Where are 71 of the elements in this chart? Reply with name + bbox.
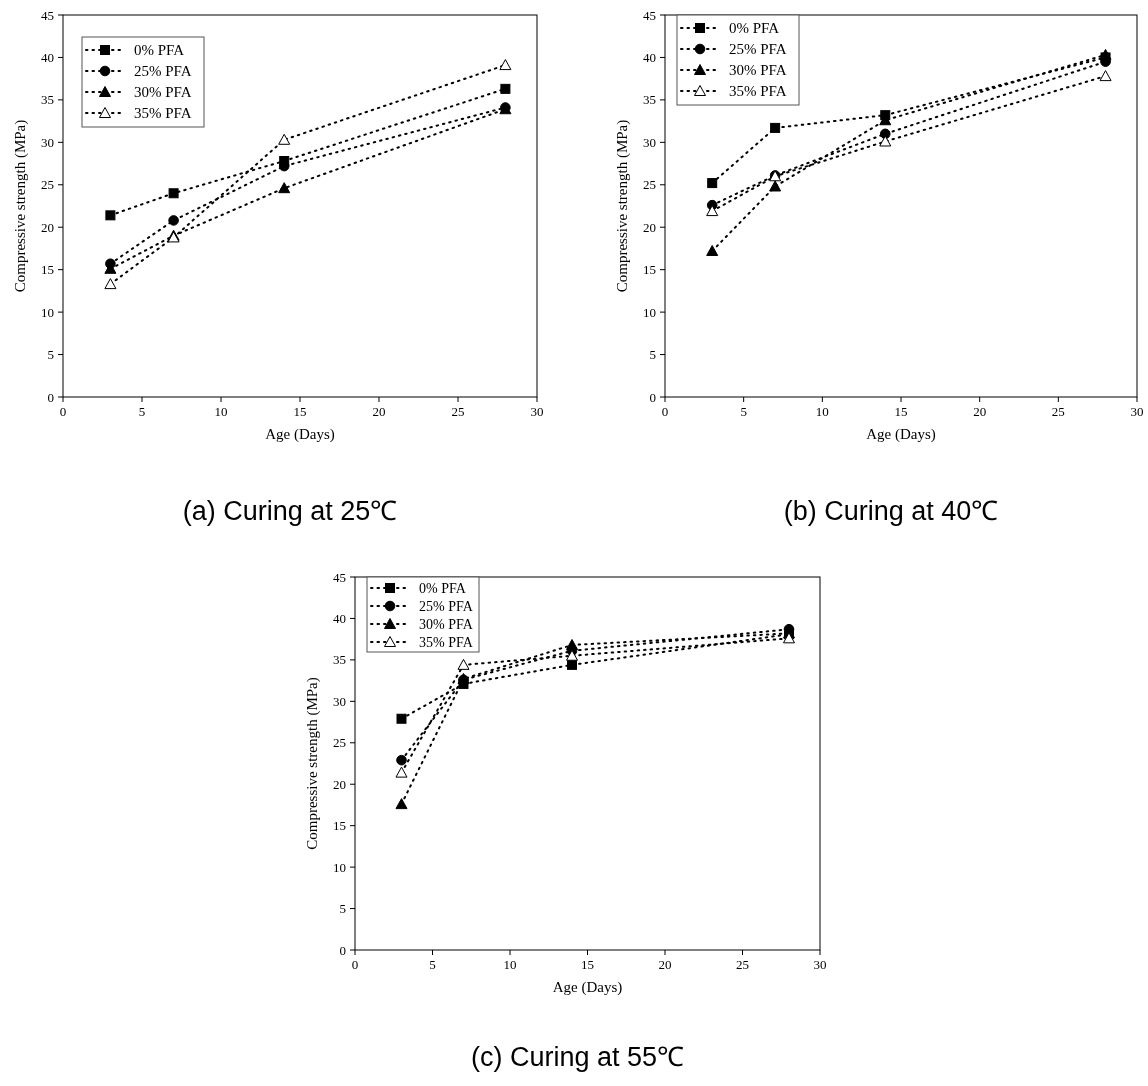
legend-label: 0% PFA: [419, 581, 467, 596]
x-axis-title: Age (Days): [866, 426, 936, 443]
y-tick-label: 30: [41, 134, 54, 150]
y-tick-label: 30: [643, 134, 656, 150]
y-tick-label: 10: [333, 859, 346, 875]
legend-label: 35% PFA: [134, 105, 192, 121]
x-tick-label: 25: [1051, 404, 1065, 419]
x-tick-label: 20: [973, 404, 987, 419]
y-tick-label: 25: [643, 177, 656, 193]
legend-label: 30% PFA: [729, 62, 787, 78]
legend-label: 35% PFA: [729, 83, 787, 99]
x-tick-label: 25: [451, 404, 465, 419]
y-tick-label: 15: [643, 262, 656, 278]
x-tick-label: 30: [1130, 404, 1144, 419]
y-tick-label: 20: [643, 219, 656, 235]
text: (b) Curing at 40℃: [783, 496, 999, 526]
x-tick-label: 10: [815, 404, 829, 419]
x-tick-label: 25: [736, 957, 749, 972]
y-tick-label: 5: [649, 347, 656, 363]
x-tick-label: 0: [351, 957, 359, 972]
legend-label: 25% PFA: [419, 599, 474, 614]
legend-label: 30% PFA: [419, 617, 474, 632]
y-tick-label: 40: [643, 49, 656, 65]
y-tick-label: 40: [333, 610, 346, 626]
x-tick-label: 0: [661, 404, 669, 419]
y-tick-label: 15: [333, 818, 346, 834]
x-tick-label: 10: [503, 957, 517, 972]
x-tick-label: 15: [581, 957, 594, 972]
y-tick-label: 35: [643, 92, 656, 108]
y-tick-label: 5: [47, 347, 54, 363]
y-tick-label: 15: [41, 262, 54, 278]
y-tick-label: 25: [333, 735, 346, 751]
y-tick-label: 40: [41, 49, 54, 65]
x-tick-label: 5: [740, 404, 747, 419]
y-tick-label: 30: [333, 693, 346, 709]
x-axis-title: Age (Days): [265, 426, 335, 443]
x-axis-title: Age (Days): [552, 979, 623, 996]
y-tick-label: 35: [41, 92, 54, 108]
text: (a) Curing at 25℃: [182, 496, 398, 526]
y-tick-label: 45: [41, 7, 54, 23]
x-tick-label: 20: [372, 404, 386, 419]
x-tick-label: 10: [214, 404, 228, 419]
y-tick-label: 10: [41, 304, 54, 320]
x-tick-label: 15: [293, 404, 307, 419]
y-tick-label: 35: [333, 652, 346, 668]
y-axis-title: Compressive strength (MPa): [614, 119, 631, 293]
y-tick-label: 45: [643, 7, 656, 23]
y-tick-label: 5: [339, 901, 346, 917]
x-tick-label: 5: [138, 404, 146, 419]
y-tick-label: 20: [333, 776, 346, 792]
x-tick-label: 0: [59, 404, 67, 419]
x-tick-label: 15: [894, 404, 908, 419]
y-tick-label: 0: [339, 942, 346, 958]
legend-label: 25% PFA: [134, 63, 192, 79]
y-tick-label: 0: [47, 389, 54, 405]
text: (c) Curing at 55℃: [470, 1042, 685, 1072]
legend-label: 30% PFA: [134, 84, 192, 100]
legend-label: 0% PFA: [134, 42, 185, 58]
y-axis-title: Compressive strength (MPa): [304, 677, 321, 850]
x-tick-label: 30: [813, 957, 827, 972]
legend-label: 0% PFA: [729, 20, 780, 36]
y-axis-title: Compressive strength (MPa): [12, 119, 29, 293]
y-tick-label: 0: [649, 389, 656, 405]
x-tick-label: 5: [429, 957, 436, 972]
x-tick-label: 30: [530, 404, 544, 419]
y-tick-label: 45: [333, 569, 346, 585]
y-tick-label: 20: [41, 219, 54, 235]
y-tick-label: 10: [643, 304, 656, 320]
y-tick-label: 25: [41, 177, 54, 193]
legend-label: 35% PFA: [419, 635, 474, 650]
legend-label: 25% PFA: [729, 41, 787, 57]
